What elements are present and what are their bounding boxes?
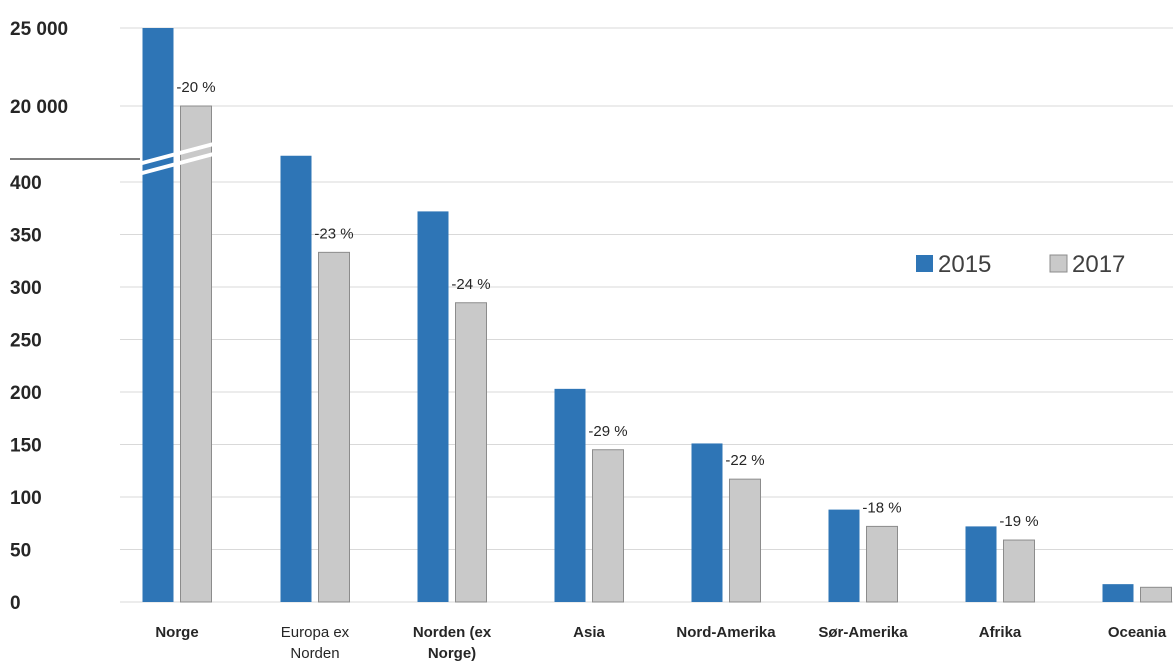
bar-2017 xyxy=(592,449,624,603)
category-label: Norden (ex Norge) xyxy=(413,624,492,662)
bar-2015 xyxy=(691,443,723,602)
y-tick-label: 400 xyxy=(10,173,42,194)
category-label-line: Nord-Amerika xyxy=(676,624,776,641)
change-label: -19 % xyxy=(999,513,1038,530)
bar-2017 xyxy=(729,478,761,603)
legend-label: 2017 xyxy=(1072,251,1125,278)
category-label: Europa ex Norden xyxy=(281,624,350,662)
break-mark xyxy=(137,152,215,176)
axis-break xyxy=(10,142,215,176)
bar-2015 xyxy=(554,388,586,602)
y-tick-label: 150 xyxy=(10,436,42,457)
data-labels: -20 % -23 % -24 % -29 % -22 % -18 % -19 % xyxy=(176,79,1038,530)
change-label: -20 % xyxy=(176,79,215,96)
y-tick-label: 0 xyxy=(10,593,21,614)
category-label-line: Oceania xyxy=(1108,624,1167,641)
y-tick-label: 350 xyxy=(10,226,42,247)
bar-2015 xyxy=(280,155,312,602)
change-label: -29 % xyxy=(588,423,627,440)
bar-2015 xyxy=(1102,584,1134,602)
bar-2017 xyxy=(866,525,898,603)
change-label: -22 % xyxy=(725,452,764,469)
y-tick-label: 200 xyxy=(10,383,42,404)
category-label-line: Afrika xyxy=(979,624,1022,641)
category-label-line: Norden xyxy=(290,645,339,662)
category-label: Oceania xyxy=(1108,624,1167,641)
category-label-line: Norge) xyxy=(428,645,476,662)
y-tick-label: 50 xyxy=(10,541,31,562)
legend-label: 2015 xyxy=(938,251,991,278)
break-mark xyxy=(137,142,215,166)
y-tick-label: 20 000 xyxy=(10,97,68,118)
bar-2017 xyxy=(455,302,487,603)
change-label: -24 % xyxy=(451,276,490,293)
bar-2015 xyxy=(828,509,860,602)
category-label-line: Europa ex xyxy=(281,624,350,641)
bar-2015 xyxy=(417,211,449,602)
bars xyxy=(142,28,1172,603)
category-labels: Norge Europa ex Norden Norden (ex Norge) Asia… xyxy=(155,624,1167,662)
change-label: -23 % xyxy=(314,225,353,242)
y-tick-label: 300 xyxy=(10,278,42,299)
bar-2017 xyxy=(180,105,212,603)
y-tick-label: 100 xyxy=(10,488,42,509)
change-label: -18 % xyxy=(862,499,901,516)
legend-swatch xyxy=(1049,254,1068,273)
y-tick-label: 250 xyxy=(10,331,42,352)
bar-2017 xyxy=(1140,586,1172,603)
category-label-line: Asia xyxy=(573,624,605,641)
category-label-line: Norge xyxy=(155,624,198,641)
y-axis-ticks: 0 50 100 150 200 250 300 350 400 20 000 25 000 xyxy=(10,19,68,614)
category-label-line: Sør-Amerika xyxy=(818,624,908,641)
category-label: Asia xyxy=(573,624,605,641)
category-label: Nord-Amerika xyxy=(676,624,776,641)
category-label: Sør-Amerika xyxy=(818,624,908,641)
bar-2017 xyxy=(1003,539,1035,603)
category-label: Norge xyxy=(155,624,198,641)
bar-2017 xyxy=(318,251,350,603)
legend-swatch xyxy=(916,255,933,272)
bar-2015 xyxy=(142,28,174,602)
legend: 2015 2017 xyxy=(916,251,1125,278)
category-label: Afrika xyxy=(979,624,1022,641)
category-label-line: Norden (ex xyxy=(413,624,492,641)
bar-2015 xyxy=(965,526,997,602)
y-tick-label: 25 000 xyxy=(10,19,68,40)
